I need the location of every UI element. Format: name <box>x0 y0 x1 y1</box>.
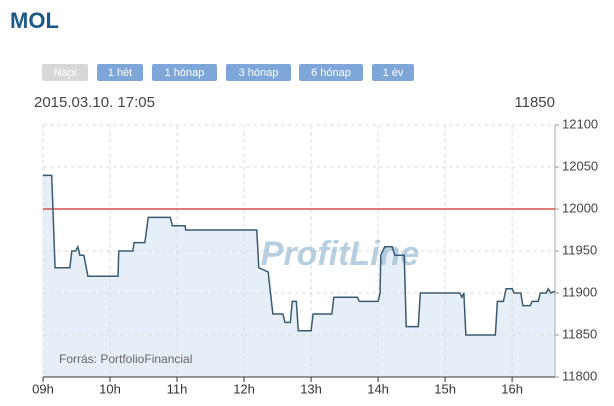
y-tick-label: 12050 <box>562 158 598 173</box>
y-tick-label: 11800 <box>562 368 597 383</box>
y-tick-label: 11950 <box>562 242 597 257</box>
range-button <box>42 64 88 81</box>
range-button-label[interactable]: 6 hónap <box>311 67 351 79</box>
range-button[interactable] <box>226 64 291 81</box>
range-button[interactable] <box>152 64 217 81</box>
x-tick-label: 11h <box>167 381 188 396</box>
y-tick-label: 11900 <box>562 284 597 299</box>
x-tick-label: 13h <box>300 381 322 396</box>
last-value: 11850 <box>514 94 555 111</box>
x-tick-label: 14h <box>367 381 389 396</box>
x-tick-label: 10h <box>99 381 121 396</box>
range-button-label[interactable]: 3 hónap <box>239 67 279 79</box>
x-tick-label: 16h <box>501 381 523 396</box>
range-button[interactable] <box>372 64 414 81</box>
x-tick-label: 15h <box>434 381 456 396</box>
y-tick-label: 12000 <box>562 200 598 215</box>
range-button-label[interactable]: 1 év <box>383 67 404 79</box>
range-button-label[interactable]: 1 hónap <box>165 67 205 79</box>
x-tick-label: 09h <box>32 381 54 396</box>
area-fill <box>43 175 555 377</box>
range-button-label[interactable]: 1 hét <box>108 67 132 79</box>
y-tick-label: 12100 <box>562 116 598 131</box>
price-line <box>43 174 556 336</box>
range-button[interactable] <box>97 64 143 81</box>
x-tick-label: 12h <box>233 381 255 396</box>
y-tick-label: 11850 <box>562 326 597 341</box>
timestamp: 2015.03.10. 17:05 <box>34 94 155 111</box>
watermark: ProfitLine <box>261 235 420 273</box>
source-note: Forrás: PortfolioFinancial <box>59 352 192 366</box>
range-button-label: Napi <box>54 67 77 79</box>
range-button[interactable] <box>299 64 363 81</box>
stock-title: MOL <box>10 8 59 33</box>
